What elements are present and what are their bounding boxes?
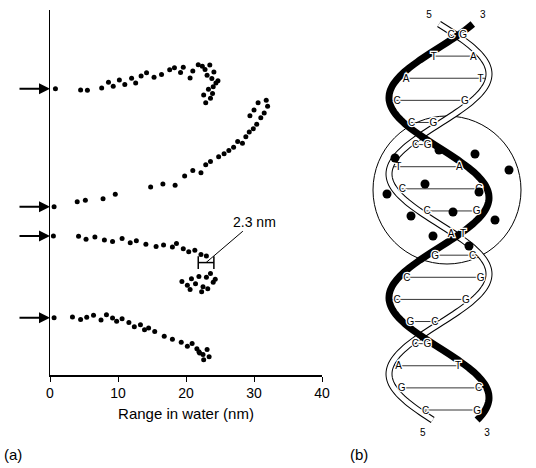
svg-text:T: T <box>395 161 401 172</box>
svg-text:G: G <box>407 316 415 327</box>
svg-text:C: C <box>403 272 410 283</box>
svg-text:5: 5 <box>426 9 432 20</box>
svg-text:C: C <box>423 205 430 216</box>
svg-text:Range in water (nm): Range in water (nm) <box>118 405 254 422</box>
svg-text:A: A <box>403 73 410 84</box>
svg-text:30: 30 <box>246 385 262 401</box>
svg-text:A: A <box>456 161 463 172</box>
svg-text:3: 3 <box>480 9 486 20</box>
svg-text:0: 0 <box>46 385 54 401</box>
svg-text:G: G <box>398 382 406 393</box>
svg-text:A: A <box>470 51 477 62</box>
svg-text:A: A <box>448 228 455 239</box>
svg-text:10: 10 <box>110 385 126 401</box>
svg-text:T: T <box>460 228 466 239</box>
svg-text:G: G <box>473 205 481 216</box>
svg-text:C: C <box>393 294 400 305</box>
svg-text:C: C <box>469 250 476 261</box>
svg-text:C: C <box>408 117 415 128</box>
svg-text:C: C <box>447 29 454 40</box>
svg-text:G: G <box>473 405 481 416</box>
svg-text:T: T <box>478 73 484 84</box>
svg-text:G: G <box>430 117 438 128</box>
svg-text:C: C <box>399 183 406 194</box>
svg-text:T: T <box>455 360 461 371</box>
svg-text:G: G <box>462 294 470 305</box>
svg-text:T: T <box>431 51 437 62</box>
svg-text:C: C <box>394 95 401 106</box>
svg-text:A: A <box>395 360 402 371</box>
svg-text:40: 40 <box>314 385 330 401</box>
svg-text:C: C <box>422 405 429 416</box>
svg-text:20: 20 <box>178 385 194 401</box>
svg-text:C: C <box>431 316 438 327</box>
svg-text:3: 3 <box>484 427 490 438</box>
svg-text:G: G <box>461 95 469 106</box>
html-text:(a): (a) <box>4 446 23 463</box>
svg-text:G: G <box>424 338 432 349</box>
html-text:(b): (b) <box>350 446 369 463</box>
svg-text:G: G <box>431 250 439 261</box>
svg-text:C: C <box>475 382 482 393</box>
svg-text:C: C <box>412 338 419 349</box>
svg-text:G: G <box>477 272 485 283</box>
svg-text:5: 5 <box>420 427 426 438</box>
svg-text:G: G <box>424 139 432 150</box>
svg-text:C: C <box>412 139 419 150</box>
svg-text:G: G <box>459 29 467 40</box>
svg-text:2.3 nm: 2.3 nm <box>233 214 276 230</box>
